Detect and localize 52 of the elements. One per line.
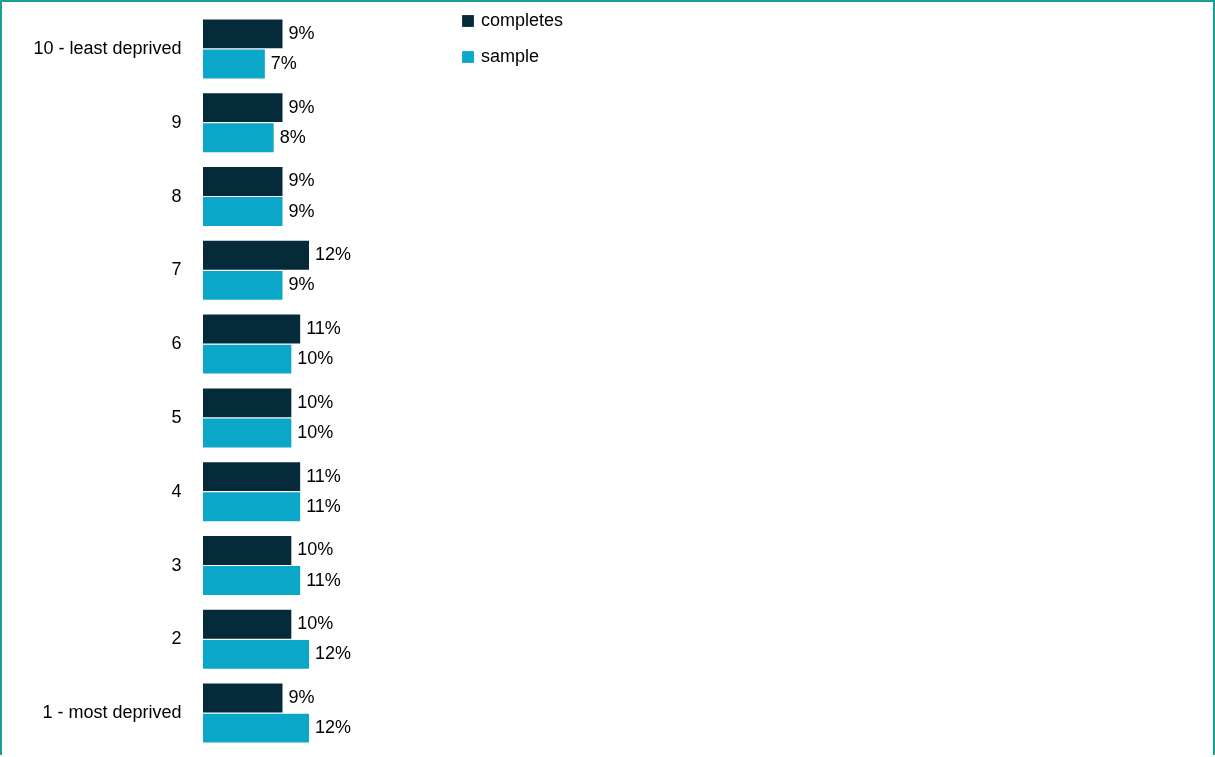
bar: [203, 535, 292, 565]
bar: [203, 93, 283, 123]
data-label: 9%: [288, 200, 315, 221]
data-label: 7%: [270, 52, 297, 73]
bar: [203, 418, 292, 448]
bar: [203, 19, 283, 49]
bar: [203, 683, 283, 713]
y-tick-label: 2: [171, 628, 182, 649]
y-tick-label: 10 - least deprived: [33, 37, 182, 58]
bar: [203, 123, 274, 153]
bar: [203, 240, 309, 270]
bar: [203, 197, 283, 227]
bar: [203, 270, 283, 300]
data-label: 9%: [288, 274, 315, 295]
data-label: 12%: [315, 643, 352, 664]
data-label: 11%: [306, 495, 341, 516]
data-label: 11%: [306, 318, 341, 339]
y-tick-label: 4: [171, 480, 182, 501]
bar: [203, 639, 309, 669]
y-tick-label: 8: [171, 185, 182, 206]
bar: [203, 49, 265, 79]
data-label: 10%: [297, 421, 334, 442]
data-label: 12%: [315, 244, 352, 265]
y-tick-label: 5: [171, 406, 182, 427]
data-label: 10%: [297, 539, 334, 560]
bar: [203, 566, 301, 596]
bar: [203, 609, 292, 639]
bar: [203, 713, 309, 743]
data-label: 10%: [297, 391, 334, 412]
bar: [203, 344, 292, 374]
bar: [203, 166, 283, 196]
data-label: 9%: [288, 170, 315, 191]
data-label: 9%: [288, 687, 315, 708]
y-tick-label: 3: [171, 554, 182, 575]
data-label: 8%: [279, 126, 306, 147]
bar: [203, 314, 301, 344]
data-label: 11%: [306, 569, 341, 590]
bar: [203, 388, 292, 418]
data-label: 10%: [297, 613, 334, 634]
data-label: 11%: [306, 465, 341, 486]
y-tick-label: 9: [171, 111, 182, 132]
y-tick-label: 7: [171, 259, 182, 280]
legend-label: sample: [481, 46, 540, 66]
data-label: 12%: [315, 717, 352, 738]
bar: [203, 492, 301, 522]
y-tick-label: 6: [171, 333, 182, 354]
data-label: 9%: [288, 22, 315, 43]
data-label: 9%: [288, 96, 315, 117]
bar: [203, 462, 301, 492]
y-tick-label: 1 - most deprived: [42, 702, 182, 723]
data-label: 10%: [297, 348, 334, 369]
legend-label: completes: [481, 10, 564, 30]
